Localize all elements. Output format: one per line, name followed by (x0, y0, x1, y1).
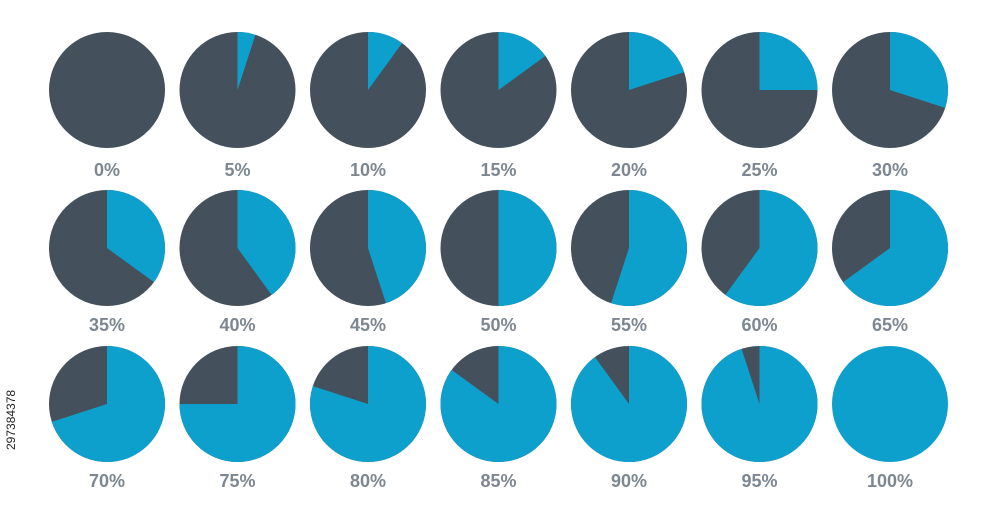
pie-85: 85% (440, 346, 557, 491)
pie-label: 50% (480, 315, 516, 335)
pie-65: 65% (832, 190, 949, 335)
pie-slice (629, 32, 685, 90)
pie-slice (368, 190, 426, 304)
pie-70: 70% (49, 346, 166, 491)
pie-label: 75% (219, 471, 255, 491)
pie-20: 20% (571, 32, 687, 180)
pie-slice (843, 190, 949, 306)
pie-75: 75% (179, 346, 296, 491)
pie-80: 80% (310, 346, 427, 491)
pie-slice (368, 32, 403, 90)
pie-label: 65% (872, 315, 908, 335)
pie-base (49, 32, 165, 148)
pie-label: 70% (89, 471, 125, 491)
pie-95: 95% (701, 346, 818, 491)
pie-45: 45% (310, 190, 426, 335)
pie-slice (498, 190, 557, 306)
pie-100: 100% (832, 346, 948, 491)
pie-slice (51, 346, 166, 462)
pie-slice (498, 32, 546, 90)
pie-slice (571, 346, 688, 462)
pie-label: 5% (224, 160, 250, 180)
pie-60: 60% (701, 190, 818, 335)
pie-35: 35% (49, 190, 165, 335)
pie-label: 100% (867, 471, 913, 491)
pie-10: 10% (310, 32, 426, 180)
stock-id-text: 297384378 (4, 389, 18, 450)
pie-slice (759, 32, 818, 90)
pie-slice (890, 32, 948, 108)
pie-slice (611, 190, 688, 306)
pie-0: 0% (49, 32, 165, 180)
pie-slice (179, 346, 296, 462)
pie-slice (107, 190, 165, 283)
pie-slice (701, 346, 818, 462)
pie-label: 20% (611, 160, 647, 180)
pie-15: 15% (440, 32, 557, 180)
pie-slice (440, 346, 557, 462)
pie-30: 30% (832, 32, 948, 180)
pie-50: 50% (440, 190, 557, 335)
pie-25: 25% (701, 32, 818, 180)
pie-label: 30% (872, 160, 908, 180)
pie-slice (310, 346, 427, 462)
pie-slice (237, 190, 296, 295)
pie-40: 40% (179, 190, 296, 335)
pie-label: 95% (741, 471, 777, 491)
pie-label: 35% (89, 315, 125, 335)
pie-label: 15% (480, 160, 516, 180)
pie-label: 25% (741, 160, 777, 180)
pie-slice (725, 190, 818, 306)
pie-label: 90% (611, 471, 647, 491)
pie-5: 5% (179, 32, 296, 180)
pie-label: 60% (741, 315, 777, 335)
pie-label: 85% (480, 471, 516, 491)
pie-label: 10% (350, 160, 386, 180)
pie-label: 45% (350, 315, 386, 335)
pie-label: 0% (94, 160, 120, 180)
pie-90: 90% (571, 346, 688, 491)
pie-label: 80% (350, 471, 386, 491)
pie-base (832, 346, 948, 462)
pie-55: 55% (571, 190, 688, 335)
pie-label: 55% (611, 315, 647, 335)
pie-slice (237, 32, 256, 90)
pie-label: 40% (219, 315, 255, 335)
